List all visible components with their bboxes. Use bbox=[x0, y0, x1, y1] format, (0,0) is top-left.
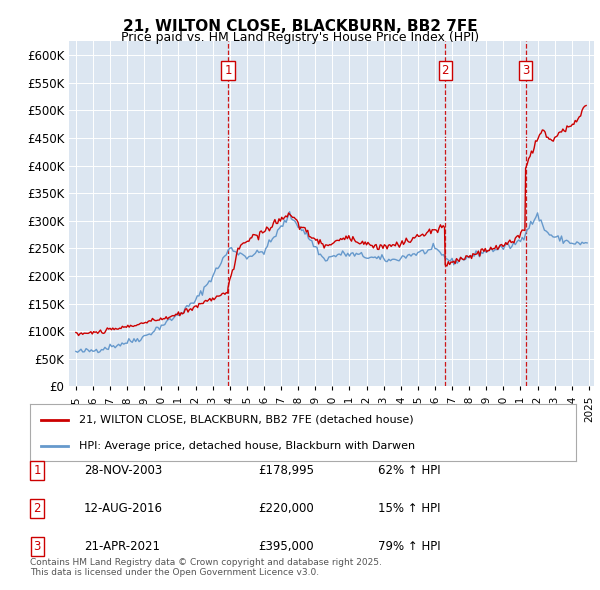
Text: 21, WILTON CLOSE, BLACKBURN, BB2 7FE: 21, WILTON CLOSE, BLACKBURN, BB2 7FE bbox=[122, 19, 478, 34]
Text: 28-NOV-2003: 28-NOV-2003 bbox=[84, 464, 162, 477]
Text: 15% ↑ HPI: 15% ↑ HPI bbox=[378, 502, 440, 515]
Text: 3: 3 bbox=[522, 64, 529, 77]
Text: £395,000: £395,000 bbox=[258, 540, 314, 553]
Text: Price paid vs. HM Land Registry's House Price Index (HPI): Price paid vs. HM Land Registry's House … bbox=[121, 31, 479, 44]
Text: 3: 3 bbox=[34, 540, 41, 553]
Text: 21, WILTON CLOSE, BLACKBURN, BB2 7FE (detached house): 21, WILTON CLOSE, BLACKBURN, BB2 7FE (de… bbox=[79, 415, 414, 425]
Text: Contains HM Land Registry data © Crown copyright and database right 2025.
This d: Contains HM Land Registry data © Crown c… bbox=[30, 558, 382, 577]
Text: £178,995: £178,995 bbox=[258, 464, 314, 477]
Text: 79% ↑ HPI: 79% ↑ HPI bbox=[378, 540, 440, 553]
Text: 1: 1 bbox=[224, 64, 232, 77]
Text: 21-APR-2021: 21-APR-2021 bbox=[84, 540, 160, 553]
Text: 2: 2 bbox=[442, 64, 449, 77]
Text: 1: 1 bbox=[34, 464, 41, 477]
Text: 12-AUG-2016: 12-AUG-2016 bbox=[84, 502, 163, 515]
Text: 2: 2 bbox=[34, 502, 41, 515]
Text: £220,000: £220,000 bbox=[258, 502, 314, 515]
Text: HPI: Average price, detached house, Blackburn with Darwen: HPI: Average price, detached house, Blac… bbox=[79, 441, 415, 451]
Text: 62% ↑ HPI: 62% ↑ HPI bbox=[378, 464, 440, 477]
